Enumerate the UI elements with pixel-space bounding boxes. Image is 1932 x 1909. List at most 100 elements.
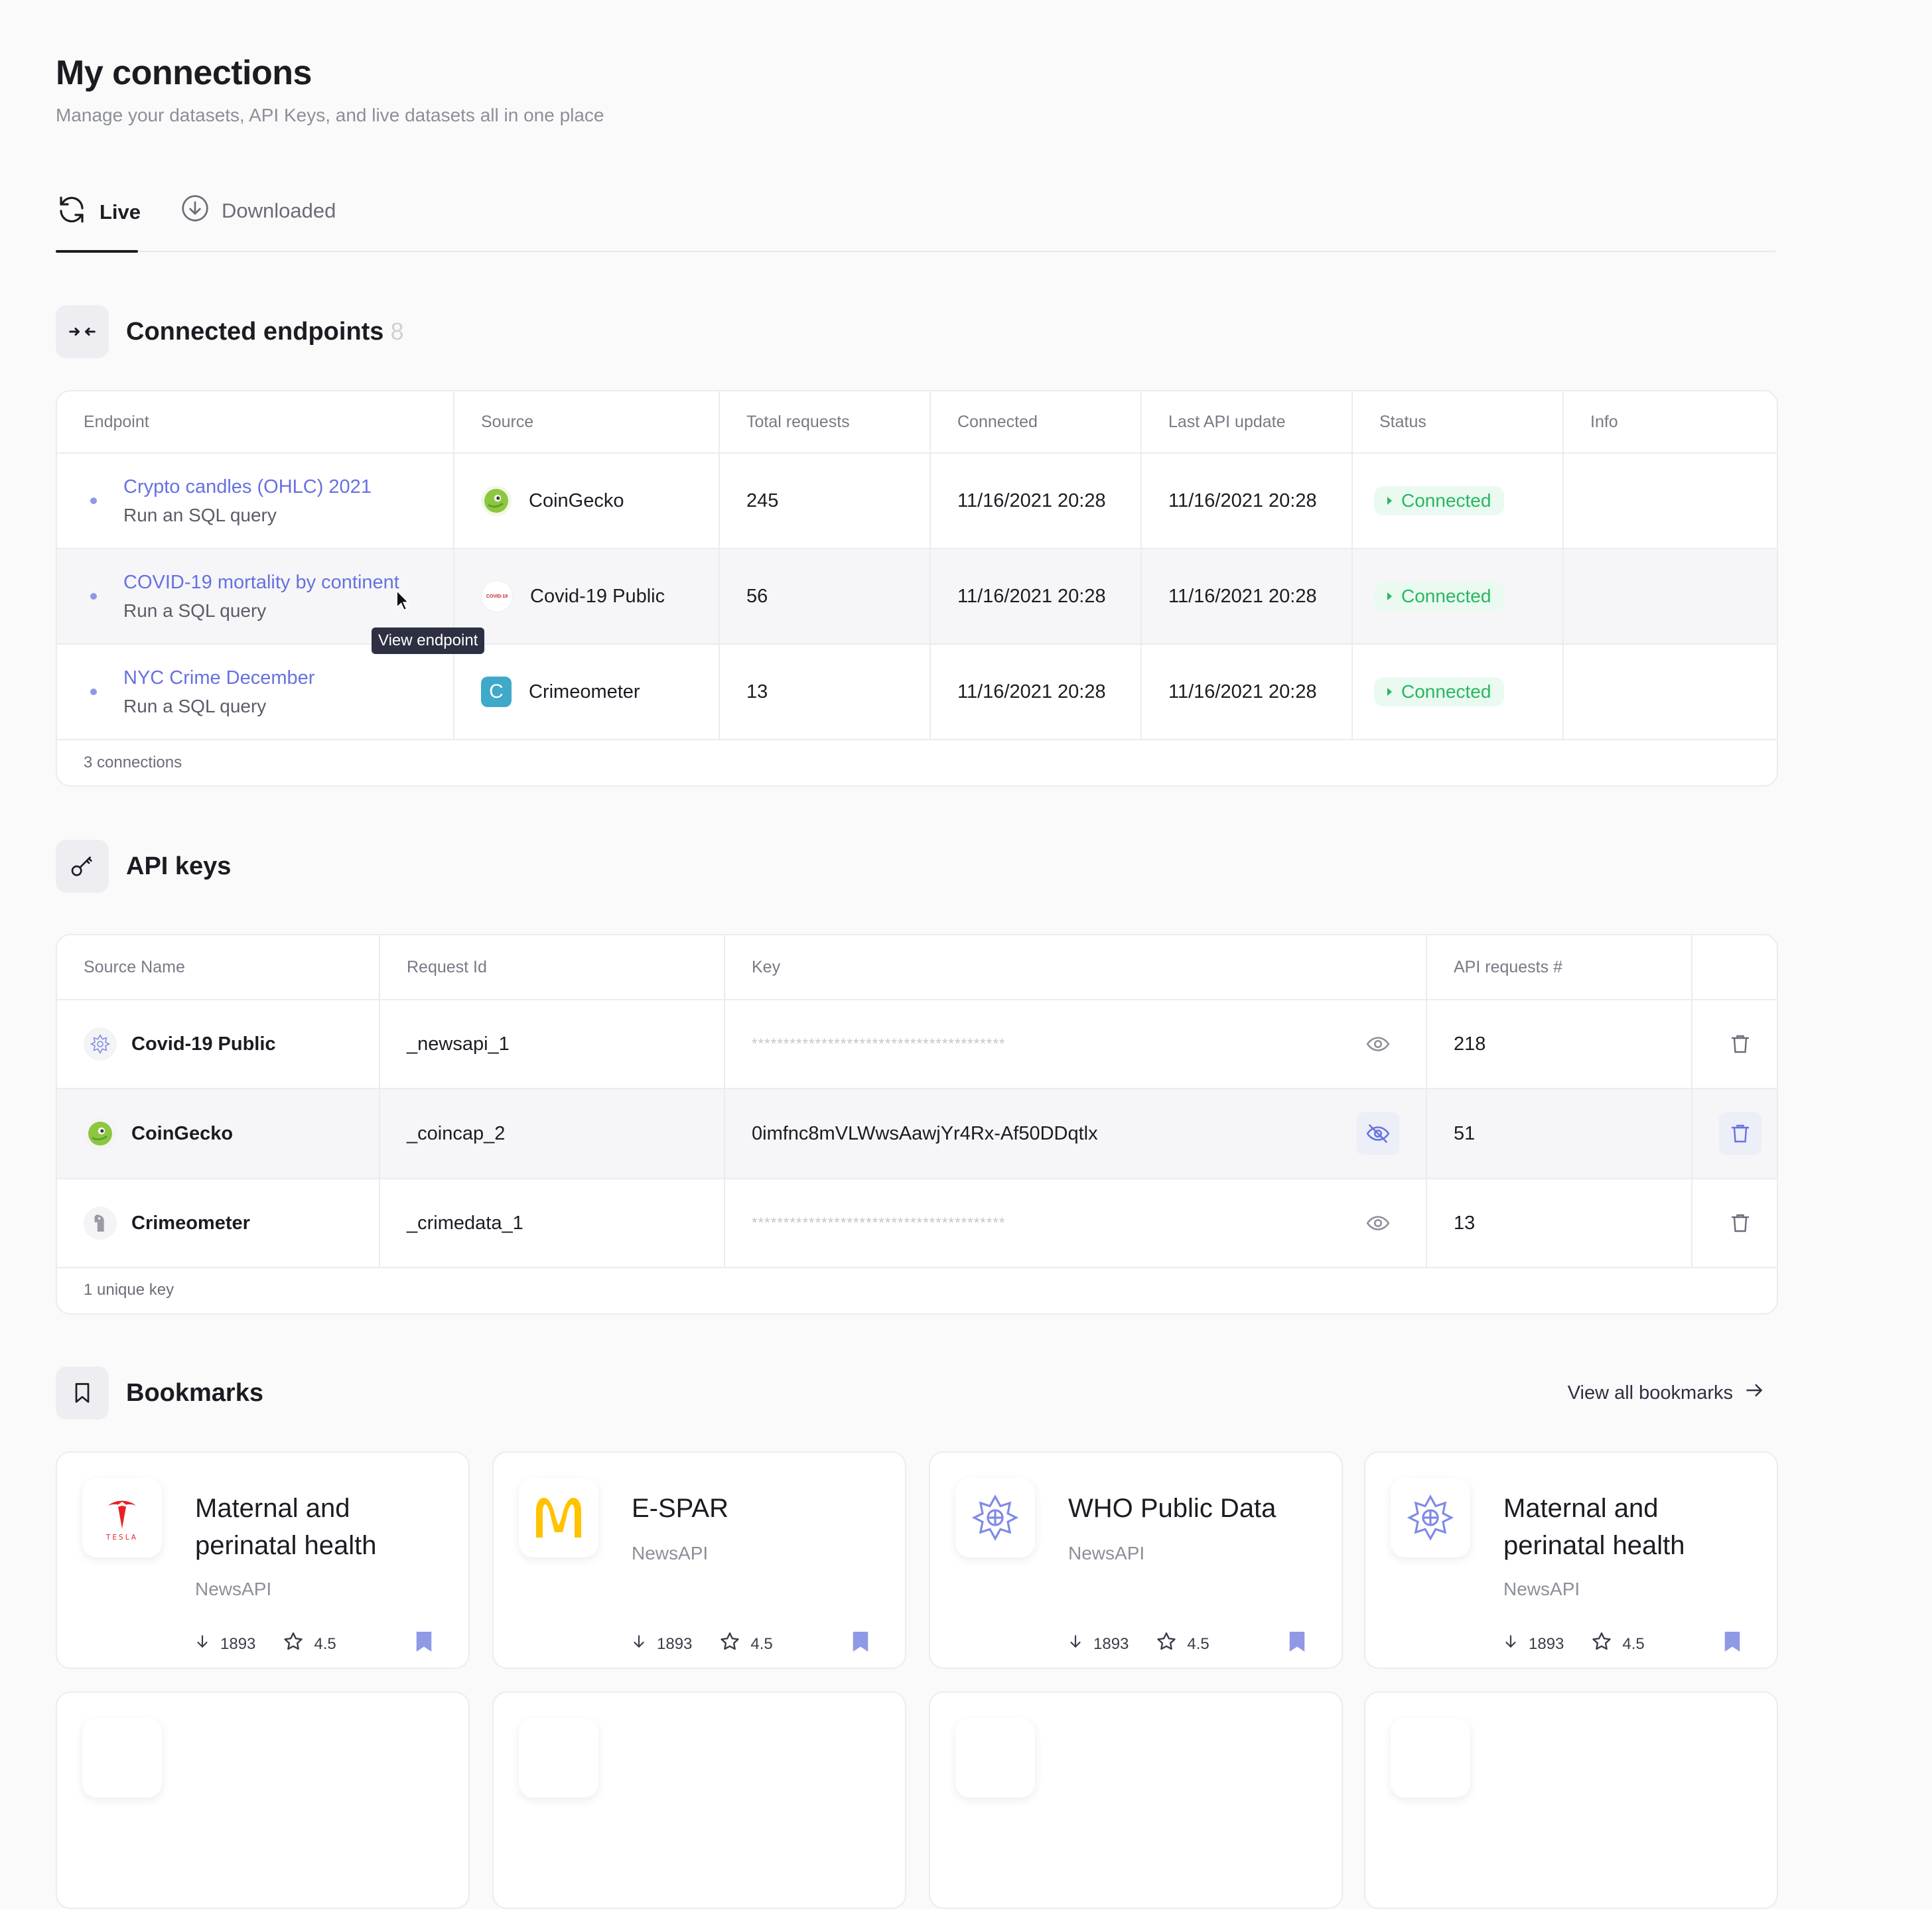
- status-text: Connected: [1401, 681, 1491, 702]
- updated-cell: 11/16/2021 20:28: [1141, 644, 1353, 740]
- bookmark-card[interactable]: E-SPAR NewsAPI 1893 4.5: [492, 1451, 906, 1669]
- bookmark-source: NewsAPI: [632, 1543, 709, 1563]
- key-cell: 0imfnc8mVLWwsAawjYr4Rx-Af50DDqtlx: [724, 1088, 1427, 1179]
- api-keys-title: API keys: [126, 852, 232, 880]
- source-name: Crimeometer: [131, 1212, 250, 1234]
- connected-cell: 11/16/2021 20:28: [930, 453, 1142, 549]
- eye-off-icon[interactable]: [1357, 1112, 1399, 1155]
- endpoint-link[interactable]: NYC Crime December: [123, 667, 315, 689]
- bookmark-source: NewsAPI: [195, 1579, 272, 1599]
- bullet-icon: [90, 689, 97, 695]
- bookmark-card-partial[interactable]: [929, 1691, 1343, 1909]
- trash-icon[interactable]: [1719, 1112, 1761, 1155]
- bookmark-card[interactable]: TESLA Maternal and perinatal health News…: [56, 1451, 470, 1669]
- bookmark-filled-icon[interactable]: [1722, 1630, 1742, 1656]
- source-name-cell: Covid-19 Public: [57, 1000, 380, 1089]
- tesla-logo-icon: TESLA: [82, 1478, 162, 1557]
- bookmark-title: Maternal and perinatal health: [1503, 1494, 1685, 1560]
- page-subtitle: Manage your datasets, API Keys, and live…: [56, 105, 604, 125]
- source-name-cell: CoinGecko: [57, 1088, 380, 1179]
- col-key[interactable]: Key: [724, 935, 1427, 1000]
- tab-live-label: Live: [100, 200, 141, 224]
- col-info[interactable]: Info: [1563, 391, 1777, 454]
- key-cell: ****************************************: [724, 1179, 1427, 1268]
- bookmarks-section-header: Bookmarks: [56, 1366, 263, 1419]
- play-icon: [1387, 497, 1392, 505]
- masked-key: ****************************************: [752, 1215, 1006, 1231]
- bookmark-card-partial[interactable]: [56, 1691, 470, 1909]
- bookmark-filled-icon[interactable]: [414, 1630, 434, 1656]
- table-row[interactable]: CoinGecko _coincap_2 0imfnc8mVLWwsAawjYr…: [57, 1088, 1777, 1179]
- col-request-id[interactable]: Request Id: [380, 935, 725, 1000]
- tab-live[interactable]: Live: [56, 194, 141, 231]
- endpoints-count: 8: [390, 317, 404, 345]
- col-connected[interactable]: Connected: [930, 391, 1142, 454]
- bookmark-icon: [56, 1366, 109, 1419]
- bookmark-card-partial[interactable]: [492, 1691, 906, 1909]
- download-circle-icon: [180, 194, 210, 228]
- bookmark-filled-icon[interactable]: [851, 1630, 870, 1656]
- endpoint-subtitle: Run a SQL query: [123, 695, 267, 716]
- view-endpoint-tooltip: View endpoint: [372, 627, 485, 654]
- status-text: Connected: [1401, 586, 1491, 606]
- view-all-bookmarks-link[interactable]: View all bookmarks: [1568, 1380, 1765, 1406]
- col-api-requests[interactable]: API requests #: [1426, 935, 1692, 1000]
- endpoint-subtitle: Run a SQL query: [123, 600, 267, 621]
- status-cell: Connected: [1352, 453, 1564, 549]
- crimeometer-logo-icon: [84, 1207, 117, 1240]
- mouse-cursor-icon: [395, 588, 411, 615]
- endpoint-cell: Crypto candles (OHLC) 2021 Run an SQL qu…: [57, 453, 454, 549]
- request-id-cell: _coincap_2: [380, 1088, 725, 1179]
- updated-cell: 11/16/2021 20:28: [1141, 549, 1353, 645]
- actions-cell: [1692, 1179, 1777, 1268]
- col-last-update[interactable]: Last API update: [1141, 391, 1353, 454]
- api-keys-table-card: Source Name Request Id Key API requests …: [56, 934, 1778, 1315]
- bookmarks-title: Bookmarks: [126, 1378, 263, 1407]
- bookmark-source: NewsAPI: [1068, 1543, 1145, 1563]
- bookmark-source: NewsAPI: [1503, 1579, 1580, 1599]
- status-badge: Connected: [1374, 677, 1505, 706]
- col-total-requests[interactable]: Total requests: [719, 391, 931, 454]
- endpoints-table: Endpoint Source Total requests Connected…: [57, 391, 1777, 740]
- source-name: CoinGecko: [131, 1122, 234, 1144]
- trash-icon[interactable]: [1719, 1202, 1761, 1244]
- col-source[interactable]: Source: [454, 391, 720, 454]
- request-id-cell: _newsapi_1: [380, 1000, 725, 1089]
- bookmark-stats: 1893 4.5: [194, 1630, 336, 1658]
- col-source-name[interactable]: Source Name: [57, 935, 380, 1000]
- crimeometer-logo-icon: C: [481, 677, 512, 707]
- arrow-down-icon: [630, 1633, 648, 1655]
- tab-bar: Live Downloaded: [56, 186, 1775, 253]
- endpoint-link[interactable]: COVID-19 mortality by continent: [123, 571, 399, 593]
- eye-icon[interactable]: [1357, 1023, 1399, 1065]
- tab-downloaded[interactable]: Downloaded: [180, 194, 336, 228]
- download-count: 1893: [1529, 1634, 1564, 1653]
- eye-icon[interactable]: [1357, 1202, 1399, 1244]
- endpoints-title-text: Connected endpoints: [126, 317, 384, 346]
- table-row[interactable]: Crypto candles (OHLC) 2021 Run an SQL qu…: [57, 453, 1777, 549]
- bookmark-card[interactable]: Maternal and perinatal health NewsAPI 18…: [1364, 1451, 1778, 1669]
- bookmark-stats: 1893 4.5: [1502, 1630, 1645, 1658]
- table-row[interactable]: COVID-19 mortality by continent Run a SQ…: [57, 549, 1777, 645]
- table-row[interactable]: NYC Crime December Run a SQL query C Cri…: [57, 644, 1777, 740]
- table-row[interactable]: Covid-19 Public _newsapi_1 *************…: [57, 1000, 1777, 1089]
- star-icon: [719, 1630, 741, 1658]
- page: My connections Manage your datasets, API…: [56, 54, 1778, 1909]
- bookmark-card-partial[interactable]: [1364, 1691, 1778, 1909]
- updated-cell: 11/16/2021 20:28: [1141, 453, 1353, 549]
- col-status[interactable]: Status: [1352, 391, 1564, 454]
- endpoint-link[interactable]: Crypto candles (OHLC) 2021: [123, 476, 372, 497]
- col-endpoint[interactable]: Endpoint: [57, 391, 454, 454]
- endpoints-footer: 3 connections: [84, 754, 182, 771]
- bookmark-card[interactable]: WHO Public Data NewsAPI 1893 4.5: [929, 1451, 1343, 1669]
- table-row[interactable]: Crimeometer _crimedata_1 ***************…: [57, 1179, 1777, 1268]
- bookmarks-grid: TESLA Maternal and perinatal health News…: [56, 1451, 1778, 1909]
- api-keys-table: Source Name Request Id Key API requests …: [57, 935, 1777, 1268]
- who-star-icon: [84, 1027, 117, 1061]
- page-title: My connections: [56, 54, 312, 92]
- arrows-inward-icon: [56, 305, 109, 358]
- trash-icon[interactable]: [1719, 1023, 1761, 1065]
- bookmark-filled-icon[interactable]: [1287, 1630, 1307, 1656]
- status-badge: Connected: [1374, 582, 1505, 611]
- requests-cell: 13: [719, 644, 931, 740]
